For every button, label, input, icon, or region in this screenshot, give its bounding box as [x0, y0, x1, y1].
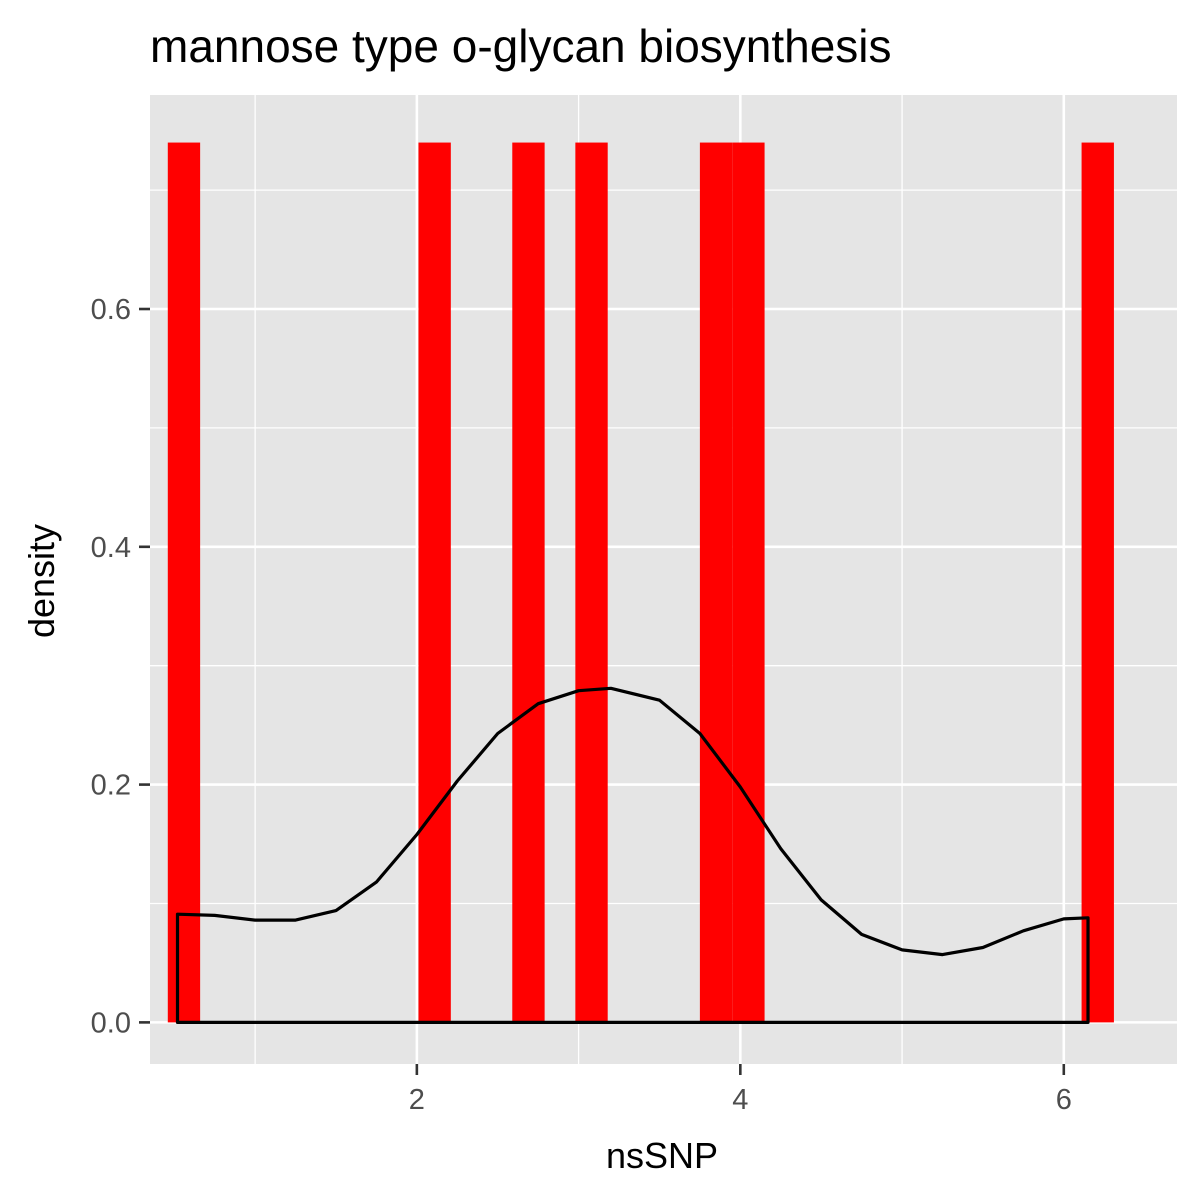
y-axis-title: density: [21, 524, 62, 638]
histogram-bars: [167, 142, 1114, 1023]
histogram-bar: [1081, 142, 1114, 1023]
y-tick-label: 0.4: [91, 532, 131, 564]
x-tick-label: 2: [409, 1084, 425, 1116]
y-tick-label: 0.6: [91, 294, 131, 326]
chart-title: mannose type o-glycan biosynthesis: [150, 20, 892, 72]
x-tick-label: 4: [732, 1084, 748, 1116]
histogram-bar: [575, 142, 608, 1023]
y-tick-label: 0.0: [91, 1007, 131, 1039]
histogram-bar: [167, 142, 201, 1023]
histogram-bar: [732, 142, 765, 1023]
histogram-bar: [418, 142, 451, 1023]
y-tick-label: 0.2: [91, 770, 131, 802]
x-axis-title: nsSNP: [606, 1135, 718, 1176]
x-tick-label: 6: [1056, 1084, 1072, 1116]
density-curve: [175, 686, 1090, 1024]
histogram-bar: [512, 142, 545, 1023]
y-axis: 0.0 0.2 0.4 0.6: [91, 294, 150, 1039]
histogram-bar: [699, 142, 733, 1023]
x-axis: 2 4 6: [409, 1064, 1072, 1116]
plot-panel: [150, 95, 1177, 1064]
